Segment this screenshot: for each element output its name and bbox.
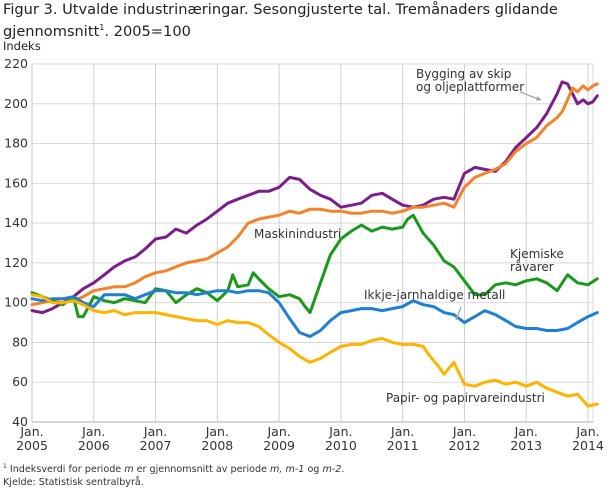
x-tick-label-month: Jan. xyxy=(266,424,290,439)
y-tick-label: 200 xyxy=(4,96,28,111)
x-tick-label-month: Jan. xyxy=(81,424,105,439)
x-tick-label-year: 2011 xyxy=(387,438,419,453)
annotation-label: Kjemiske xyxy=(510,247,564,261)
chart-title: Figur 3. Utvalde industrinæringar. Seson… xyxy=(3,1,607,41)
footnote-marker: 1 xyxy=(3,463,7,470)
x-tick-label-year: 2009 xyxy=(263,438,295,453)
footnote-var: m, m-1 xyxy=(270,464,305,476)
x-tick-label-year: 2010 xyxy=(325,438,357,453)
y-tick-label: 100 xyxy=(4,295,28,310)
footnote-var: m xyxy=(124,464,134,476)
footnote-text: . xyxy=(341,464,345,476)
footnote-text: er gjennomsnitt av periode xyxy=(133,464,271,476)
arrow-head-icon xyxy=(455,315,460,320)
y-tick-label: 220 xyxy=(4,56,28,71)
x-tick-label-month: Jan. xyxy=(19,424,43,439)
title-footnote-marker: 1 xyxy=(99,23,105,32)
annotation-label: Bygging av skip xyxy=(416,67,511,81)
footnote: 1 Indeksverdi for periode m er gjennomsn… xyxy=(3,460,344,489)
footnote-text: og xyxy=(304,464,323,476)
x-tick-label-year: 2013 xyxy=(510,438,542,453)
footnote-var: m-2 xyxy=(322,464,342,476)
x-tick-label-month: Jan. xyxy=(328,424,352,439)
x-axis-ticks: Jan.2005Jan.2006Jan.2007Jan.2008Jan.2009… xyxy=(16,424,604,453)
y-tick-label: 80 xyxy=(12,334,28,349)
x-tick-label-month: Jan. xyxy=(575,424,599,439)
y-axis-ticks: 40 60 80 100 120 140 160 180 200 220 xyxy=(4,56,28,429)
x-tick-label-year: 2006 xyxy=(78,438,110,453)
annotation-label: Papir- og papirvareindustri xyxy=(386,391,545,405)
series-line-bygging-av-skip-og-oljeplattformer xyxy=(30,80,599,315)
annotation-label: Maskinindustri xyxy=(254,227,341,241)
y-tick-label: 180 xyxy=(4,136,28,151)
gridlines xyxy=(31,63,594,423)
y-tick-label: 120 xyxy=(4,255,28,270)
series-line-maskinindustri xyxy=(30,82,599,307)
x-tick-label-month: Jan. xyxy=(514,424,538,439)
annotation-label: og oljeplattformer xyxy=(416,80,524,94)
x-tick-label-month: Jan. xyxy=(390,424,414,439)
chart-title-suffix: . 2005=100 xyxy=(104,22,191,40)
x-tick-label-month: Jan. xyxy=(205,424,229,439)
y-tick-label: 160 xyxy=(4,175,28,190)
series-line-ikkje-jarnhaldige-metall xyxy=(30,289,599,338)
source-note: Kjelde: Statistisk sentralbyrå. xyxy=(3,477,144,489)
x-tick-label-year: 2007 xyxy=(140,438,172,453)
x-tick-label-year: 2014 xyxy=(572,438,604,453)
x-tick-label-year: 2012 xyxy=(449,438,481,453)
footnote-definition: 1 Indeksverdi for periode m er gjennomsn… xyxy=(3,460,344,476)
x-tick-label-year: 2008 xyxy=(201,438,233,453)
series-line-papir-og-papirvareindustri xyxy=(30,293,599,408)
arrow-head-icon xyxy=(536,96,541,101)
y-axis-label: Indeks xyxy=(3,39,41,53)
y-tick-label: 140 xyxy=(4,215,28,230)
x-tick-label-year: 2005 xyxy=(16,438,48,453)
x-tick-label-month: Jan. xyxy=(452,424,476,439)
y-tick-label: 60 xyxy=(12,374,28,389)
annotation-label: Ikkje-jarnhaldige metall xyxy=(364,288,505,302)
series-lines xyxy=(30,80,599,408)
y-tick-label: 40 xyxy=(12,414,28,429)
annotation-label: råvarer xyxy=(510,260,554,274)
series-line-kjemiske-råvarer xyxy=(30,213,599,319)
x-tick-label-month: Jan. xyxy=(143,424,167,439)
chart-title-text: Figur 3. Utvalde industrinæringar. Seson… xyxy=(3,1,558,40)
footnote-text: Indeksverdi for periode xyxy=(6,464,125,476)
